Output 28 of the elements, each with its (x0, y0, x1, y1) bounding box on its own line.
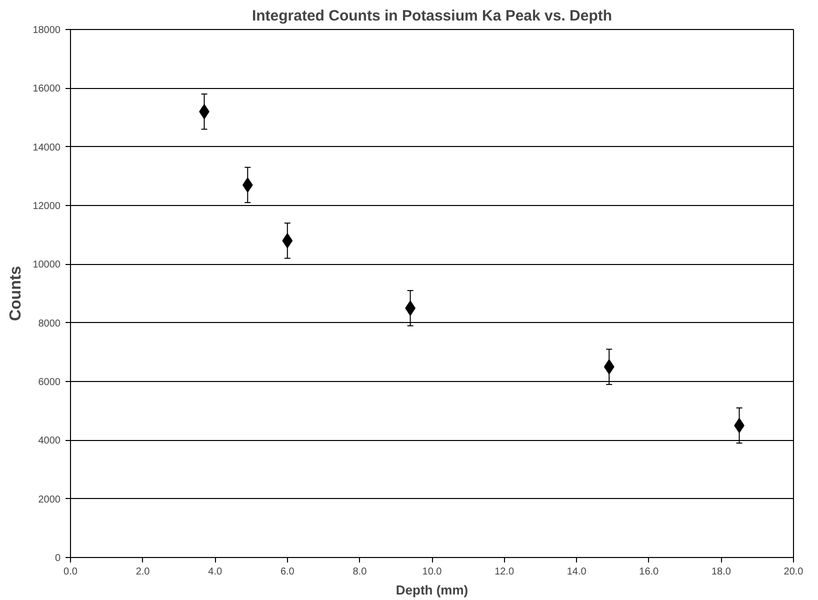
x-tick-label: 6.0 (280, 566, 295, 578)
chart-title: Integrated Counts in Potassium Ka Peak vs. Depth (252, 8, 612, 24)
y-tick-label: 2000 (38, 494, 61, 506)
y-tick-label: 0 (54, 553, 61, 564)
x-axis-title: Depth (mm) (396, 582, 468, 598)
x-tick-label: 16.0 (639, 566, 660, 578)
y-tick-label: 18000 (32, 25, 61, 36)
x-tick-label: 8.0 (352, 566, 368, 578)
y-tick-label: 14000 (32, 142, 61, 154)
x-tick-label: 2.0 (136, 566, 150, 578)
x-tick-label: 20.0 (784, 566, 804, 578)
y-tick-label: 16000 (32, 84, 61, 95)
x-tick-label: 4.0 (208, 566, 222, 578)
x-tick-label: 0.0 (64, 566, 78, 578)
point (604, 359, 614, 374)
x-tick-label: 14.0 (566, 566, 587, 578)
y-axis-title: Counts (8, 266, 25, 322)
x-tick-label: 10.0 (422, 566, 442, 578)
x-tick-label: 12.0 (494, 566, 514, 578)
point (734, 418, 744, 433)
y-tick-label: 8000 (38, 318, 61, 330)
point (242, 177, 253, 192)
x-tick-label: 18.0 (711, 566, 732, 578)
y-tick-label: 6000 (38, 377, 61, 388)
y-tick-label: 12000 (32, 201, 61, 212)
y-tick-label: 10000 (32, 260, 61, 271)
y-tick-label: 4000 (38, 436, 61, 447)
point (282, 233, 293, 248)
